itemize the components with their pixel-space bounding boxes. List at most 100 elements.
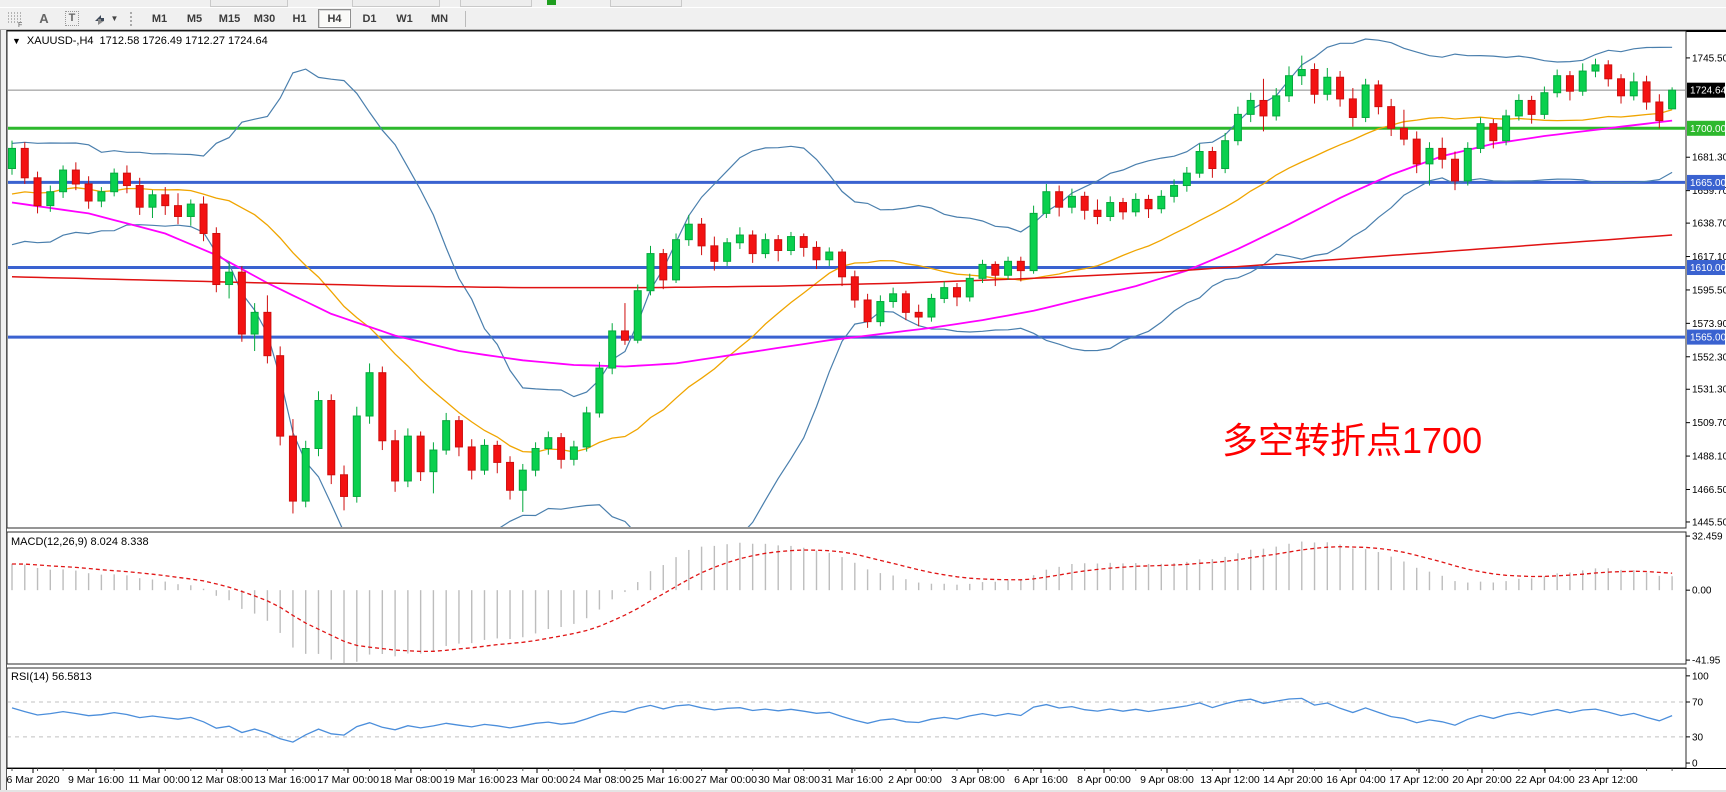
- svg-text:1552.30: 1552.30: [1692, 352, 1726, 363]
- time-axis-label: 19 Mar 16:00: [443, 774, 505, 786]
- svg-text:0.00: 0.00: [1692, 586, 1712, 597]
- time-axis-label: 6 Apr 16:00: [1014, 774, 1068, 786]
- text-label-tool-button[interactable]: A: [32, 10, 56, 28]
- svg-text:1638.70: 1638.70: [1692, 219, 1726, 230]
- text-tool-button[interactable]: T: [60, 10, 84, 28]
- svg-text:1445.50: 1445.50: [1692, 517, 1726, 528]
- time-axis-label: 16 Apr 04:00: [1326, 774, 1386, 786]
- symbol-period-label: XAUUSD-,H4: [26, 35, 94, 47]
- toolbar-drag-handle[interactable]: [130, 11, 136, 26]
- remnant-button: [460, 0, 532, 7]
- svg-text:1531.30: 1531.30: [1692, 385, 1726, 396]
- timeframe-group: M1 M5 M15 M30 H1 H4 D1 W1 MN: [142, 9, 457, 28]
- time-axis-label: 9 Apr 08:00: [1140, 774, 1194, 786]
- toolbar-separator: [465, 10, 466, 27]
- price-badge: [1687, 174, 1725, 190]
- boxed-t-icon: T: [64, 11, 80, 26]
- price-badge: [1687, 329, 1725, 345]
- price-badge: [1687, 120, 1725, 136]
- letter-a-icon: A: [39, 11, 49, 26]
- time-axis-label: 17 Mar 00:00: [317, 774, 379, 786]
- window-left-edge: [0, 30, 7, 790]
- timeframe-button-d1[interactable]: D1: [362, 12, 377, 25]
- remnant-button: [352, 0, 440, 7]
- time-axis-label: 11 Mar 00:00: [128, 774, 189, 786]
- rsi-pane: [8, 697, 1685, 743]
- svg-text:70: 70: [1692, 698, 1704, 709]
- toolbar: F A T ▼ M1 M5 M15 M30 H1 H4 D1 W1 MN: [0, 8, 1726, 30]
- time-axis-label: 17 Apr 12:00: [1389, 774, 1449, 786]
- svg-text:1724.64: 1724.64: [1690, 86, 1726, 97]
- chart-annotation-text: 多空转折点1700: [1222, 420, 1483, 461]
- time-axis-label: 9 Mar 16:00: [68, 774, 124, 786]
- arrow-tools-button[interactable]: ▼: [88, 10, 122, 28]
- timeframe-button-m15[interactable]: M15: [218, 12, 241, 25]
- chevron-down-icon: ▼: [110, 14, 119, 23]
- remnant-green-indicator: [547, 0, 556, 5]
- timeframe-button-h4[interactable]: H4: [318, 9, 351, 28]
- time-axis-label: 6 Mar 2020: [6, 774, 59, 786]
- price-badge: [1687, 82, 1725, 98]
- fibonacci-icon: F: [8, 12, 22, 27]
- time-axis-label: 18 Mar 08:00: [380, 774, 442, 786]
- svg-text:1665.00: 1665.00: [1690, 178, 1726, 189]
- time-axis-label: 20 Apr 20:00: [1452, 774, 1512, 786]
- window-bottom-edge: [0, 790, 1726, 792]
- svg-text:0: 0: [1692, 759, 1698, 770]
- time-axis-label: 12 Mar 08:00: [191, 774, 253, 786]
- arrows-icon: [94, 14, 104, 25]
- time-axis-label: 3 Apr 08:00: [951, 774, 1005, 786]
- time-axis-label: 24 Mar 08:00: [569, 774, 631, 786]
- expand-arrow-icon[interactable]: ▼: [12, 36, 21, 46]
- timeframe-button-mn[interactable]: MN: [430, 12, 449, 25]
- svg-text:-41.95: -41.95: [1692, 656, 1721, 667]
- timeframe-button-m5[interactable]: M5: [186, 12, 203, 25]
- time-axis-label: 8 Apr 00:00: [1077, 774, 1131, 786]
- svg-text:1681.30: 1681.30: [1692, 153, 1726, 164]
- time-axis-label: 30 Mar 08:00: [758, 774, 820, 786]
- svg-text:1659.70: 1659.70: [1692, 186, 1726, 197]
- svg-text:1610.00: 1610.00: [1690, 263, 1726, 274]
- macd-pane: [11, 541, 1673, 663]
- time-axis-label: 27 Mar 00:00: [695, 774, 757, 786]
- time-axis-label: 22 Apr 04:00: [1515, 774, 1575, 786]
- svg-text:1565.00: 1565.00: [1690, 333, 1726, 344]
- svg-text:1488.10: 1488.10: [1692, 452, 1726, 463]
- remnant-button: [210, 0, 288, 7]
- price-badge: [1687, 260, 1725, 276]
- svg-text:30: 30: [1692, 732, 1704, 743]
- svg-text:1745.50: 1745.50: [1692, 53, 1726, 64]
- svg-text:1617.10: 1617.10: [1692, 252, 1726, 263]
- timeframe-button-h1[interactable]: H1: [292, 12, 307, 25]
- time-axis-label: 13 Apr 12:00: [1200, 774, 1260, 786]
- main-pane: [8, 38, 1685, 527]
- svg-text:1573.90: 1573.90: [1692, 319, 1726, 330]
- fibonacci-tool-button[interactable]: F: [4, 10, 28, 28]
- svg-text:1700.00: 1700.00: [1690, 124, 1726, 135]
- chart-title: ▼ XAUUSD-,H4 1712.58 1726.49 1712.27 172…: [12, 35, 268, 47]
- time-axis-label: 14 Apr 20:00: [1263, 774, 1323, 786]
- ma-magenta: [11, 119, 1673, 368]
- candlestick-chart[interactable]: 1745.50 1681.30 1659.70 1638.70 1617.10 1595.…: [0, 30, 1726, 790]
- rsi-indicator-label: RSI(14) 56.5813: [11, 671, 92, 683]
- timeframe-button-m1[interactable]: M1: [151, 12, 168, 25]
- svg-text:1595.50: 1595.50: [1692, 285, 1726, 296]
- time-axis-label: 23 Mar 00:00: [506, 774, 568, 786]
- time-axis-label: 2 Apr 00:00: [888, 774, 942, 786]
- ohlc-values: 1712.58 1726.49 1712.27 1724.64: [99, 35, 268, 47]
- svg-text:100: 100: [1692, 671, 1709, 682]
- upper-toolbar-remnant: [0, 0, 1726, 8]
- time-axis-label: 31 Mar 16:00: [821, 774, 883, 786]
- time-axis-label: 23 Apr 12:00: [1578, 774, 1638, 786]
- timeframe-button-m30[interactable]: M30: [253, 12, 276, 25]
- svg-text:32.459: 32.459: [1692, 532, 1723, 543]
- time-axis-label: 25 Mar 16:00: [632, 774, 694, 786]
- svg-text:F: F: [18, 22, 22, 27]
- svg-text:1466.50: 1466.50: [1692, 485, 1726, 496]
- macd-indicator-label: MACD(12,26,9) 8.024 8.338: [11, 536, 149, 548]
- remnant-button: [610, 0, 682, 7]
- time-axis-label: 13 Mar 16:00: [254, 774, 316, 786]
- timeframe-button-w1[interactable]: W1: [396, 12, 413, 25]
- svg-text:1509.70: 1509.70: [1692, 418, 1726, 429]
